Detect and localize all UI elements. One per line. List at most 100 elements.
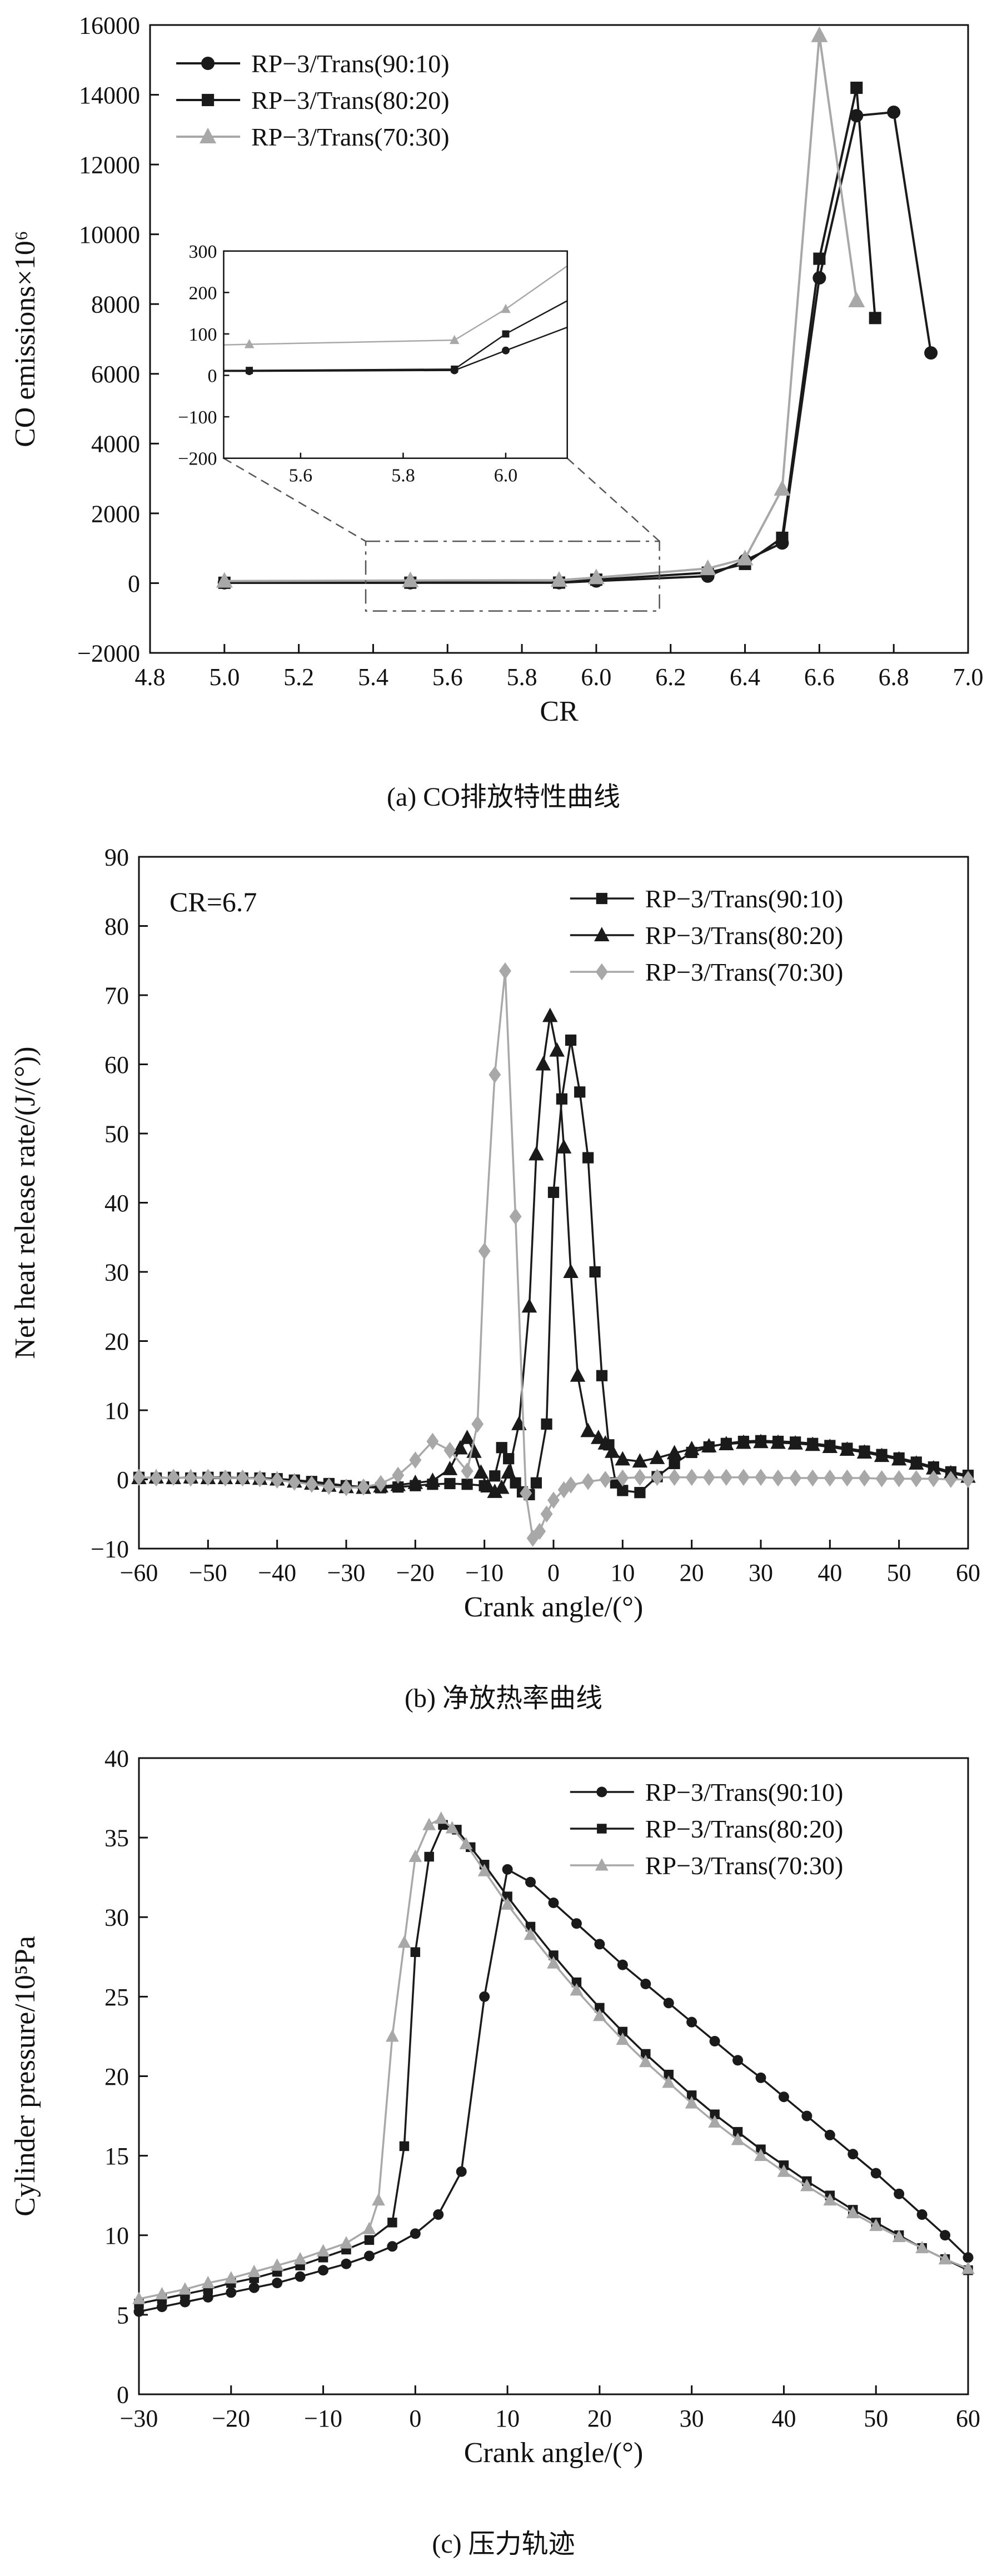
- triangle-marker-icon: [593, 2008, 606, 2021]
- inset-chart: 5.6 5.8 6.0 −200 −100 0 100 200 300: [178, 242, 568, 486]
- y-tick-label: 30: [104, 1259, 129, 1286]
- circle-marker-icon: [341, 2258, 352, 2269]
- y-tick-label: 50: [104, 1120, 129, 1147]
- triangle-marker-icon: [459, 1836, 473, 1850]
- square-marker-icon: [597, 1824, 607, 1834]
- y-tick-label: 5: [117, 2302, 129, 2329]
- inset-y-tick-label: 200: [188, 283, 217, 303]
- y-tick-label: 0: [117, 1466, 129, 1494]
- square-marker-icon: [387, 2218, 397, 2228]
- triangle-marker-icon: [316, 2244, 330, 2257]
- y-tick-label: −10: [91, 1535, 129, 1562]
- chart-a-caption: (a) CO排放特性曲线: [387, 782, 620, 812]
- circle-marker-icon: [479, 1991, 490, 2002]
- circle-marker-icon: [318, 2265, 329, 2276]
- diamond-marker-icon: [520, 1485, 532, 1502]
- x-tick-label: 4.8: [135, 663, 166, 691]
- triangle-marker-icon: [224, 2271, 238, 2284]
- triangle-marker-icon: [551, 571, 567, 587]
- diamond-marker-icon: [471, 1415, 484, 1433]
- triangle-marker-icon: [869, 2218, 883, 2231]
- diamond-marker-icon: [595, 963, 608, 981]
- x-tick-label: 30: [680, 2405, 704, 2432]
- triangle-marker-icon: [270, 2258, 284, 2271]
- legend-item-label: RP−3/Trans(70:30): [251, 123, 450, 151]
- x-tick-label: 60: [956, 1559, 980, 1586]
- circle-marker-icon: [916, 2209, 928, 2220]
- square-marker-icon: [444, 1477, 456, 1490]
- x-tick-label: 5.4: [358, 663, 388, 691]
- square-marker-icon: [410, 1947, 421, 1957]
- diamond-marker-icon: [443, 1441, 456, 1459]
- plot-frame: [149, 24, 969, 654]
- triangle-marker-icon: [397, 1935, 411, 1948]
- square-marker-icon: [617, 2026, 628, 2037]
- triangle-marker-icon: [132, 2292, 146, 2304]
- diamond-marker-icon: [582, 1472, 595, 1490]
- triangle-marker-icon: [340, 2236, 353, 2249]
- triangle-marker-icon: [501, 1897, 514, 1910]
- diamond-marker-icon: [685, 1469, 698, 1486]
- circle-marker-icon: [180, 2297, 191, 2308]
- x-tick-label: −20: [396, 1559, 435, 1586]
- zoom-connector-right: [566, 457, 660, 542]
- square-marker-icon: [541, 1418, 552, 1430]
- triangle-marker-icon: [570, 1983, 584, 1996]
- square-marker-icon: [525, 1921, 536, 1932]
- triangle-marker-icon: [615, 1451, 631, 1466]
- triangle-marker-icon: [848, 291, 865, 307]
- square-marker-icon: [547, 1186, 560, 1198]
- y-tick-label: 6000: [91, 361, 140, 388]
- square-marker-icon: [202, 93, 215, 107]
- diamond-marker-icon: [858, 1469, 871, 1487]
- circle-marker-icon: [456, 2166, 467, 2177]
- x-tick-label: 7.0: [953, 663, 984, 691]
- x-tick-label: 6.6: [804, 663, 835, 691]
- diamond-marker-icon: [737, 1469, 750, 1486]
- circle-marker-icon: [226, 2287, 237, 2298]
- triangle-marker-icon: [591, 1429, 606, 1444]
- triangle-marker-icon: [473, 1464, 489, 1479]
- x-tick-label: 10: [495, 2405, 520, 2432]
- square-marker-icon: [530, 1477, 542, 1489]
- y-tick-label: 25: [104, 1984, 129, 2011]
- diamond-marker-icon: [219, 1469, 232, 1487]
- x-tick-label: 6.2: [655, 663, 686, 691]
- triangle-marker-icon: [200, 127, 217, 143]
- circle-marker-icon: [812, 271, 826, 285]
- annotation-label: CR=6.7: [170, 886, 257, 917]
- x-tick-label: −60: [120, 1559, 158, 1586]
- y-tick-label: 10: [104, 1397, 129, 1424]
- square-marker-icon: [850, 81, 863, 94]
- diamond-marker-icon: [322, 1477, 335, 1495]
- x-tick-label: 6.0: [581, 663, 611, 691]
- y-tick-label: 0: [128, 570, 140, 597]
- series-1-circle: [133, 1864, 974, 2317]
- series-3-triangle: [132, 1811, 975, 2304]
- legend: RP−3/Trans(90:10) RP−3/Trans(80:20) RP−3/T…: [570, 885, 843, 986]
- triangle-marker-icon: [487, 1484, 503, 1498]
- x-tick-label: 10: [610, 1559, 635, 1586]
- circle-marker-icon: [502, 1864, 513, 1875]
- diamond-marker-icon: [461, 1462, 473, 1480]
- triangle-marker-icon: [805, 1436, 820, 1451]
- y-axis-label: Net heat release rate/(J/(°)): [9, 1046, 41, 1359]
- triangle-marker-icon: [662, 2075, 676, 2088]
- circle-marker-icon: [801, 2110, 812, 2121]
- circle-marker-icon: [410, 2228, 421, 2239]
- square-marker-icon: [596, 892, 607, 905]
- circle-marker-icon: [709, 2036, 720, 2047]
- circle-marker-icon: [548, 1897, 559, 1908]
- x-axis-label: Crank angle/(°): [464, 1591, 644, 1623]
- circle-marker-icon: [272, 2278, 283, 2289]
- square-marker-icon: [496, 1442, 507, 1454]
- triangle-marker-icon: [372, 2193, 385, 2206]
- diamond-marker-icon: [375, 1475, 387, 1492]
- diamond-marker-icon: [534, 1522, 546, 1540]
- chart-c-figure: −30 −20 −10 0 10 20 30 40 50 60 0 5 10 15 20 25 30 35 40 Cr…: [0, 1730, 1007, 2576]
- zoom-region-box: [365, 540, 660, 612]
- circle-marker-icon: [201, 57, 215, 70]
- square-marker-icon: [461, 1479, 473, 1490]
- legend-item-label: RP−3/Trans(90:10): [645, 1778, 844, 1806]
- triangle-marker-icon: [701, 1437, 717, 1452]
